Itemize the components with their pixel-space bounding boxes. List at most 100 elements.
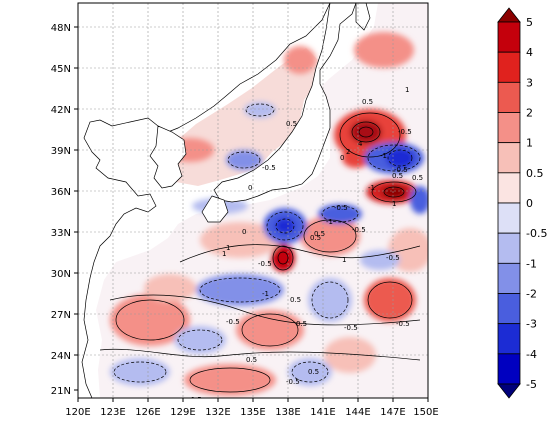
- cool-anomaly: [110, 358, 170, 386]
- contour-line: [371, 181, 417, 203]
- cool-anomaly: [410, 186, 428, 214]
- lat-label: 33N: [51, 228, 71, 239]
- colorbar-label: -2: [526, 288, 537, 301]
- contour-label: -0.5: [386, 254, 400, 262]
- warm-anomaly: [342, 148, 370, 168]
- colorbar-swatch: [497, 353, 521, 385]
- colorbar-swatch: [497, 172, 521, 204]
- map-panel: 1 0.5 -0.5 -1 4 2 0 -0.5 0.5 -1 1 -0.5 0…: [78, 3, 428, 406]
- colorbar-label: 5: [526, 16, 533, 29]
- lon-label: 126E: [135, 407, 160, 418]
- colorbar-swatch: [497, 142, 521, 174]
- contour-label: 2: [346, 148, 350, 156]
- contour-label: 1: [226, 244, 230, 252]
- contour-label: 0.5: [362, 98, 373, 106]
- lon-label: 123E: [100, 407, 125, 418]
- warm-anomaly: [364, 278, 416, 322]
- cool-anomaly: [196, 274, 284, 306]
- japan-kyushu: [201, 195, 229, 223]
- colorbar-label: 3: [526, 76, 533, 89]
- contour-label: -1: [262, 290, 269, 298]
- contour-label: 0.5: [296, 320, 307, 328]
- contour-line: [189, 367, 271, 393]
- colorbar-min-triangle: [497, 383, 521, 399]
- contour-line: [387, 149, 413, 167]
- colorbar-max-triangle: [497, 7, 521, 23]
- colorbar-swatch: [497, 51, 521, 83]
- contour-label: 0.5: [286, 120, 297, 128]
- contour-label: 0.5: [308, 368, 319, 376]
- lon-label: 120E: [65, 407, 90, 418]
- contour-label: 0.5: [392, 172, 403, 180]
- contour-label: -0.5: [188, 396, 202, 404]
- lon-label: 147E: [380, 407, 405, 418]
- colorbar-swatch: [497, 323, 521, 355]
- cool-anomaly: [174, 326, 226, 354]
- korean-peninsula: [149, 125, 187, 189]
- lon-label: 135E: [240, 407, 265, 418]
- contour-label: -0.5: [394, 166, 408, 174]
- contour-line: [351, 121, 381, 143]
- contour-label: 1: [196, 398, 200, 406]
- lat-label: 21N: [51, 386, 71, 397]
- contour-line: [383, 186, 405, 198]
- contour-label: 1: [405, 86, 409, 94]
- colorbar-swatch: [497, 112, 521, 144]
- cool-anomaly: [318, 204, 362, 224]
- contour-line: [272, 245, 294, 271]
- contour-label: 0: [340, 154, 344, 162]
- lon-label: 141E: [310, 407, 335, 418]
- contour-label: -0.5: [398, 128, 412, 136]
- contour-line: [113, 361, 167, 383]
- contour-label: -0.5: [258, 260, 272, 268]
- contour-line: [199, 277, 281, 303]
- contour-label: 0: [248, 184, 252, 192]
- asian-mainland: [78, 3, 331, 398]
- colorbar-label: 1: [526, 137, 533, 150]
- contour-label: 0: [242, 228, 246, 236]
- colorbar-label: 4: [526, 46, 533, 59]
- colorbar-swatch: [497, 293, 521, 325]
- cool-anomaly: [275, 218, 295, 234]
- colorbar-swatch: [497, 232, 521, 264]
- colorbar-label: 0: [526, 197, 533, 210]
- warm-anomaly: [284, 46, 316, 74]
- warm-anomaly: [184, 364, 276, 396]
- cool-anomaly: [244, 102, 276, 118]
- contour-line: [99, 348, 421, 361]
- contour-label: -1: [368, 184, 375, 192]
- sakhalin: [355, 3, 371, 31]
- contour-line: [367, 281, 413, 319]
- warm-anomaly: [300, 216, 360, 256]
- lon-label: 129E: [170, 407, 195, 418]
- cool-anomaly: [308, 278, 352, 322]
- contour-line: [367, 144, 421, 172]
- contour-labels: 1 0.5 -0.5 -1 4 2 0 -0.5 0.5 -1 1 -0.5 0…: [188, 86, 423, 406]
- contour-line: [339, 112, 401, 158]
- colorbar: 5 4 3 2 1 0.5 0 -0.5 -1 -2 -3 -4 -5: [497, 7, 547, 399]
- lon-label: 132E: [205, 407, 230, 418]
- contour-label: 4: [358, 140, 363, 148]
- contour-label: 1: [342, 256, 346, 264]
- contour-label: -0.5: [334, 204, 348, 212]
- warm-anomaly: [382, 186, 406, 198]
- contour-line: [311, 281, 349, 319]
- lat-labels: 48N 45N 42N 39N 36N 33N 30N 27N 24N 21N: [51, 23, 71, 397]
- colorbar-swatch: [497, 202, 521, 234]
- contour-label: -1: [380, 152, 387, 160]
- colorbar-label: 2: [526, 107, 533, 120]
- lon-label: 138E: [275, 407, 300, 418]
- lon-label: 144E: [345, 407, 370, 418]
- contour-line: [109, 294, 421, 326]
- colorbar-label: -0.5: [526, 227, 547, 240]
- contour-label: 0.5: [412, 174, 423, 182]
- contour-line: [115, 299, 185, 341]
- contour-label: -0.5: [344, 324, 358, 332]
- contour-line: [177, 329, 223, 351]
- lat-label: 45N: [51, 64, 71, 75]
- colorbar-swatch: [497, 21, 521, 53]
- contour-lines-negative: [113, 103, 421, 383]
- contour-line: [245, 103, 275, 117]
- contour-line: [358, 126, 374, 138]
